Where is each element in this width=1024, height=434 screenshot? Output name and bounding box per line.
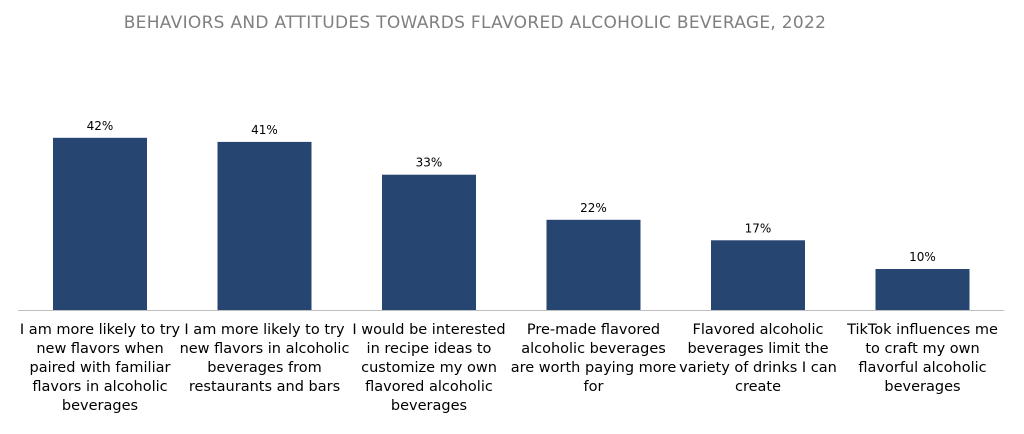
value-label-1: 42% (87, 119, 114, 133)
bars-group (53, 137, 970, 310)
value-label-4: 22% (580, 201, 607, 215)
bar-4 (546, 219, 641, 310)
value-label-5: 17% (745, 221, 772, 235)
category-label-3: I would be interested in recipe ideas to… (352, 322, 506, 414)
bar-2 (217, 141, 312, 310)
category-label-2: I am more likely to try new flavors in a… (179, 322, 350, 395)
bar-3 (382, 174, 476, 310)
bar-5 (711, 240, 805, 310)
category-label-1: I am more likely to try new flavors when… (19, 322, 181, 414)
value-label-6: 10% (909, 250, 936, 264)
category-label-4: Pre-made flavored alcoholic beverages ar… (510, 322, 677, 395)
value-label-2: 41% (251, 123, 278, 137)
category-label-6: TikTok influences me to craft my own fla… (847, 322, 998, 395)
value-label-3: 33% (416, 156, 443, 170)
category-label-5: Flavored alcoholic beverages limit the v… (679, 322, 837, 395)
value-labels-group: 42% 41% 33% 22% 17% 10% (87, 119, 936, 264)
bar-6 (875, 269, 970, 310)
bar-1 (53, 137, 147, 310)
chart-title: BEHAVIORS AND ATTITUDES TOWARDS FLAVORED… (123, 13, 827, 33)
